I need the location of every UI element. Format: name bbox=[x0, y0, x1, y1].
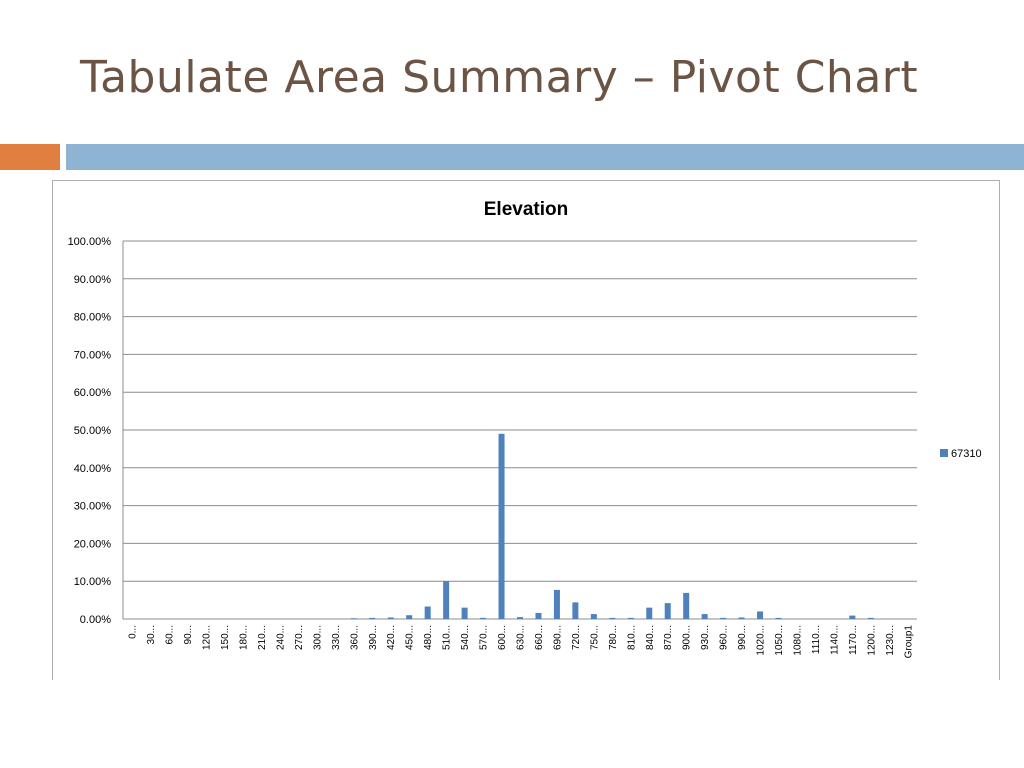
accent-bar-orange bbox=[0, 144, 60, 170]
bar bbox=[757, 611, 764, 619]
x-tick-label: 1050... bbox=[774, 625, 785, 656]
x-tick-label: 690... bbox=[552, 625, 563, 650]
x-tick-label: 540... bbox=[460, 625, 471, 650]
x-tick-label: 150... bbox=[220, 625, 231, 650]
bar bbox=[369, 617, 376, 619]
x-tick-label: 870... bbox=[663, 625, 674, 650]
x-tick-label: 420... bbox=[386, 625, 397, 650]
x-tick-label: Group1 bbox=[903, 625, 914, 659]
bar bbox=[517, 617, 523, 619]
x-tick-label: 360... bbox=[349, 625, 360, 650]
x-tick-label: 0... bbox=[128, 625, 139, 639]
bar bbox=[387, 617, 394, 619]
bar bbox=[590, 614, 597, 619]
bar bbox=[738, 617, 745, 619]
bar bbox=[683, 592, 690, 619]
x-tick-label: 300... bbox=[312, 625, 323, 650]
bar bbox=[350, 618, 357, 620]
x-tick-label: 330... bbox=[331, 625, 342, 650]
x-tick-label: 930... bbox=[700, 625, 711, 650]
x-axis-ticks: 0... 30... 60... 90... 120... 150... 180... 210… bbox=[128, 625, 915, 659]
y-axis-ticks: 0.00% 10.00% 20.00% 30.00% 40.00% 50.00% 60.00… bbox=[68, 236, 112, 626]
legend-label: 67310 bbox=[951, 448, 982, 460]
legend-swatch bbox=[940, 449, 948, 457]
x-tick-label: 270... bbox=[294, 625, 305, 650]
bar bbox=[609, 617, 616, 619]
y-tick-label: 100.00% bbox=[68, 236, 112, 248]
bar bbox=[646, 607, 653, 619]
x-tick-label: 570... bbox=[479, 625, 490, 650]
gridlines bbox=[122, 240, 917, 620]
bar bbox=[480, 617, 487, 619]
x-tick-label: 30... bbox=[146, 625, 157, 644]
bar bbox=[553, 589, 560, 619]
accent-bar-blue bbox=[66, 144, 1024, 170]
x-tick-label: 990... bbox=[737, 625, 748, 650]
x-tick-label: 630... bbox=[516, 625, 527, 650]
y-tick-label: 10.00% bbox=[74, 576, 112, 588]
x-tick-label: 780... bbox=[608, 625, 619, 650]
x-tick-label: 120... bbox=[202, 625, 213, 650]
bar bbox=[720, 617, 727, 619]
bar bbox=[498, 433, 505, 619]
chart-title: Elevation bbox=[484, 199, 568, 220]
x-tick-label: 240... bbox=[275, 625, 286, 650]
x-tick-label: 600... bbox=[497, 625, 508, 650]
x-tick-label: 480... bbox=[423, 625, 434, 650]
y-tick-label: 30.00% bbox=[74, 501, 112, 513]
bar bbox=[406, 615, 413, 619]
bar bbox=[572, 602, 579, 619]
y-tick-label: 70.00% bbox=[74, 349, 112, 361]
x-tick-label: 750... bbox=[589, 625, 600, 650]
x-tick-label: 900... bbox=[682, 625, 693, 650]
x-tick-label: 450... bbox=[405, 625, 416, 650]
x-tick-label: 810... bbox=[626, 625, 637, 650]
bar bbox=[424, 606, 431, 619]
bars bbox=[350, 433, 874, 620]
x-tick-label: 60... bbox=[165, 625, 176, 644]
x-tick-label: 840... bbox=[645, 625, 656, 650]
x-tick-label: 1140... bbox=[829, 625, 840, 655]
y-tick-label: 60.00% bbox=[74, 387, 112, 399]
x-tick-label: 90... bbox=[183, 625, 194, 644]
y-tick-label: 90.00% bbox=[74, 274, 112, 286]
x-tick-label: 180... bbox=[239, 625, 250, 650]
x-tick-label: 1110... bbox=[811, 625, 822, 654]
y-tick-label: 20.00% bbox=[74, 538, 112, 550]
bar bbox=[867, 617, 874, 619]
elevation-chart: Elevation 0.00% 10.00% 20.00% 30.00% 40.00% 5… bbox=[68, 199, 982, 659]
y-tick-label: 0.00% bbox=[80, 614, 111, 626]
y-tick-label: 50.00% bbox=[74, 425, 112, 437]
bar bbox=[664, 603, 671, 619]
x-tick-label: 1020... bbox=[756, 625, 767, 656]
slide-title: Tabulate Area Summary – Pivot Chart bbox=[80, 52, 919, 103]
y-tick-label: 40.00% bbox=[74, 463, 112, 475]
x-tick-label: 390... bbox=[368, 625, 379, 650]
bar bbox=[461, 607, 468, 619]
chart-frame: Elevation 0.00% 10.00% 20.00% 30.00% 40.00% 5… bbox=[52, 180, 1000, 680]
x-tick-label: 1170... bbox=[848, 625, 859, 655]
x-tick-label: 720... bbox=[571, 625, 582, 650]
y-tick-label: 80.00% bbox=[74, 312, 112, 324]
legend: 67310 bbox=[940, 448, 982, 460]
bar bbox=[627, 617, 634, 619]
x-tick-label: 1080... bbox=[792, 625, 803, 656]
x-tick-label: 960... bbox=[719, 625, 730, 650]
x-tick-label: 510... bbox=[442, 625, 453, 650]
bar bbox=[775, 617, 782, 619]
bar bbox=[535, 612, 542, 619]
bar bbox=[701, 614, 708, 619]
bar bbox=[849, 615, 856, 619]
x-tick-label: 210... bbox=[257, 625, 268, 650]
bar bbox=[443, 581, 450, 619]
x-tick-label: 1230... bbox=[885, 625, 896, 656]
x-tick-label: 660... bbox=[534, 625, 545, 650]
x-tick-label: 1200... bbox=[866, 625, 877, 656]
